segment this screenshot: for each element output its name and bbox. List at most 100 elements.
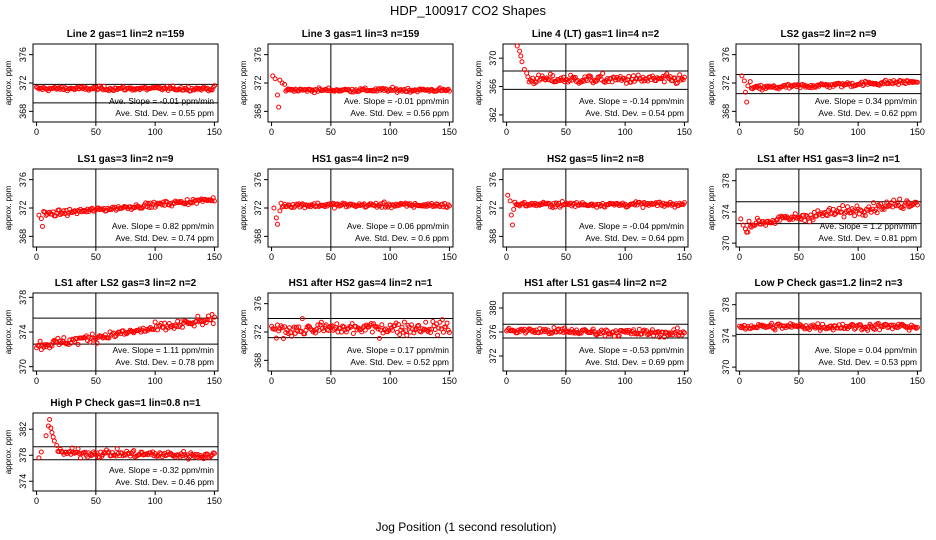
data-point	[546, 77, 552, 83]
data-point	[681, 74, 687, 80]
panel-9: LS1 after LS2 gas=3 lin=2 n=2 0 50 100 150 37…	[4, 278, 222, 386]
x-tick-label: 50	[91, 127, 101, 137]
data-point	[430, 318, 436, 324]
data-point	[43, 433, 49, 439]
y-tick-label: 378	[18, 290, 28, 305]
data-point	[77, 206, 83, 212]
panel-title: HS1 gas=4 lin=2 n=9	[312, 154, 409, 165]
x-tick-label: 100	[618, 252, 633, 262]
slope-annotation: Ave. Slope = -0.14 ppm/min	[579, 96, 684, 106]
data-point	[446, 88, 452, 94]
data-point	[816, 325, 822, 331]
y-tick-label: 378	[18, 448, 28, 463]
panel-title: HS1 after LS1 gas=4 lin=2 n=2	[524, 278, 667, 289]
data-point	[439, 201, 445, 207]
std-dev-annotation: Ave. Std. Dev. = 0.62 ppm	[818, 108, 917, 118]
data-point	[860, 212, 866, 218]
x-tick-label: 50	[561, 376, 571, 386]
data-point	[844, 204, 850, 210]
x-tick-label: 100	[148, 252, 163, 262]
data-point	[763, 86, 769, 92]
x-tick-label: 150	[207, 376, 222, 386]
data-point	[49, 430, 55, 435]
data-point	[505, 192, 511, 198]
data-point	[270, 73, 276, 79]
data-point	[120, 453, 126, 459]
x-tick-label: 50	[561, 127, 571, 137]
data-point	[591, 329, 597, 335]
data-point	[211, 83, 217, 89]
data-point	[509, 222, 515, 228]
data-point	[879, 80, 885, 86]
data-point	[875, 320, 881, 326]
slope-annotation: Ave. Slope = -0.04 ppm/min	[579, 221, 684, 231]
x-tick-label: 0	[504, 376, 509, 386]
data-point	[334, 321, 340, 327]
data-point	[208, 317, 214, 323]
data-point	[680, 77, 686, 83]
data-point	[311, 327, 317, 333]
x-tick-label: 0	[34, 496, 39, 506]
y-tick-label: 376	[18, 172, 28, 187]
data-point	[273, 335, 279, 341]
data-point	[211, 450, 217, 456]
data-point	[807, 219, 813, 225]
data-point	[423, 319, 429, 325]
data-point	[435, 332, 441, 338]
data-point	[127, 453, 133, 459]
y-tick-label: 370	[488, 51, 498, 66]
data-point	[591, 77, 597, 83]
data-point	[551, 325, 557, 331]
data-point	[852, 213, 858, 219]
x-tick-label: 100	[383, 252, 398, 262]
data-point	[89, 331, 95, 337]
x-tick-label: 150	[677, 252, 692, 262]
data-point	[514, 43, 520, 49]
panel-title: Line 2 gas=1 lin=2 n=159	[67, 29, 185, 40]
data-point	[38, 347, 44, 353]
data-point	[106, 335, 112, 341]
y-axis-label: approx. ppm	[4, 60, 13, 105]
data-point	[841, 82, 847, 88]
slope-annotation: Ave. Slope = -0.32 ppm/min	[109, 465, 214, 475]
data-point	[830, 327, 836, 333]
data-point	[913, 199, 919, 205]
data-point	[430, 204, 436, 210]
data-point	[752, 222, 758, 228]
data-point	[279, 325, 285, 331]
data-point	[840, 203, 846, 209]
data-point	[38, 449, 44, 455]
data-point	[61, 335, 67, 341]
data-point	[740, 222, 746, 228]
slope-annotation: Ave. Slope = -0.53 ppm/min	[579, 345, 684, 355]
data-point	[411, 330, 417, 336]
data-point	[272, 76, 278, 82]
data-point	[674, 325, 680, 331]
data-point	[211, 314, 217, 320]
data-point	[862, 213, 868, 219]
panel-title: Low P Check gas=1.2 lin=2 n=3	[755, 278, 903, 289]
x-tick-label: 0	[269, 252, 274, 262]
data-point	[316, 327, 322, 333]
data-point	[852, 326, 858, 332]
data-point	[276, 104, 282, 110]
slope-annotation: Ave. Slope = 0.06 ppm/min	[347, 221, 449, 231]
y-axis-label: approx. ppm	[474, 60, 483, 105]
data-point	[210, 321, 216, 327]
y-tick-label: 368	[253, 104, 263, 119]
data-point	[906, 327, 912, 333]
data-point	[277, 208, 283, 214]
data-point	[422, 326, 428, 332]
x-tick-label: 150	[207, 252, 222, 262]
data-point	[866, 204, 872, 210]
x-tick-label: 100	[383, 127, 398, 137]
x-tick-label: 0	[269, 127, 274, 137]
data-point	[368, 321, 374, 327]
data-point	[209, 198, 215, 204]
data-point	[75, 446, 81, 452]
panel-13: High P Check gas=1 lin=0.8 n=1 0 50 100 150 3…	[4, 398, 222, 506]
data-point	[126, 85, 132, 91]
x-tick-label: 100	[148, 496, 163, 506]
data-point	[299, 316, 305, 322]
